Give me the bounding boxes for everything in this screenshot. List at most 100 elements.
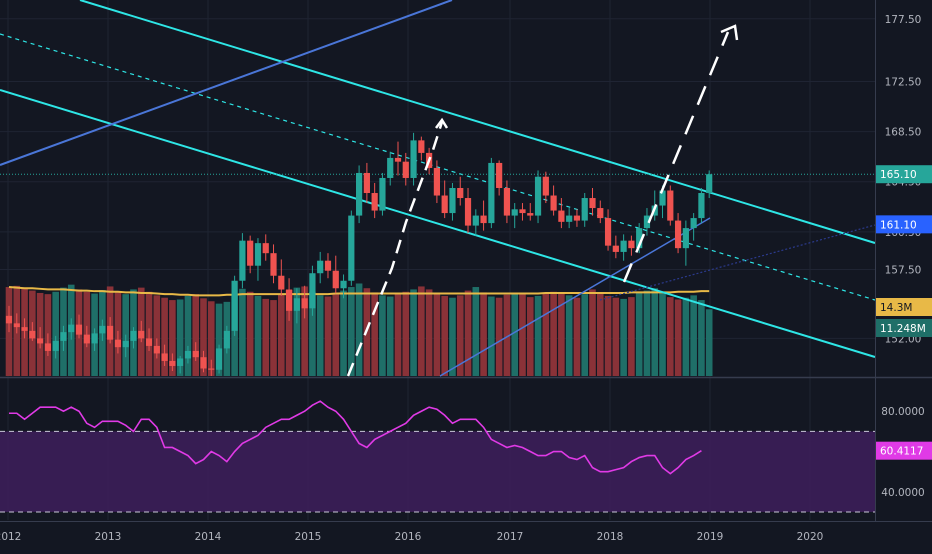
candle-body [418,140,425,153]
candle-body [223,330,230,349]
volume-bar [464,290,472,376]
candle-body [262,243,269,254]
volume-bar [410,289,417,376]
volume-bar [534,295,542,376]
volume-bar [456,295,464,376]
volume-bar [246,291,254,376]
volume-bar [207,301,215,376]
volume-bar [153,295,161,376]
volume-bar [293,287,301,376]
candle-body [153,345,160,354]
candle-body [643,215,651,229]
projection-leg-2 [622,31,730,283]
candle-body [114,339,122,348]
volume-bar [285,290,293,376]
volume-bar [682,297,690,376]
volume-bar [355,283,363,376]
candle-body [317,260,324,274]
volume-bar [495,297,503,376]
ma-badge-bg [876,215,932,234]
volume-bar [589,289,596,376]
candle-body [682,228,689,249]
volume-bar [565,295,573,376]
year-tick-label: 2014 [195,531,222,543]
volume-bar [526,297,534,376]
volume-bar [433,292,441,376]
channel-lower [0,89,876,358]
volume-bar [596,292,604,376]
candle-body [356,172,363,216]
candle-body [589,198,596,209]
volume-bar [441,295,448,376]
volume-bar [550,291,557,376]
candle-body [410,140,417,178]
candle-body [636,228,643,249]
year-tick-label: 2018 [597,531,624,543]
volume-bar [169,300,176,376]
candle-body [161,353,168,361]
volume-ma-path [8,286,710,297]
volume-bar [332,294,340,376]
candle-body [433,167,440,196]
last-price-badge: 165.10 [880,169,917,181]
axis-labels: 177.50172.50168.50164.50160.50157.50152.… [0,14,932,543]
candle-body [340,280,347,289]
volume-ma-badge: 14.3M [880,302,912,314]
volume-bar [542,293,550,376]
volume-bar [690,295,697,376]
candle-body [254,243,262,266]
candle-body [659,190,666,206]
candle-body [270,253,277,276]
volume-ma-line [8,286,710,297]
candle-body [402,161,409,178]
candle-body [511,209,518,216]
candle-body [99,325,106,334]
volume-bar [659,292,666,376]
volume-ma-badge-bg [876,298,932,316]
volume-bar [511,292,518,376]
candle-body [138,330,145,339]
candle-body [332,270,339,289]
volume-bar [519,294,526,376]
candle-body [612,245,619,252]
candle-body [309,273,316,309]
candle-body [301,298,308,309]
candle-body [68,324,75,333]
candle-body [169,360,176,366]
candle-body [122,340,129,348]
volume-bar [503,294,511,376]
candle-body [674,220,682,249]
volume-bar [192,294,200,376]
candle-body [348,215,355,281]
candle-body [324,260,332,271]
candle-body [620,240,627,252]
candle-body [527,213,534,216]
candle-body [52,340,59,351]
candle-body [604,218,612,246]
volume-bar [472,287,480,376]
volume-bar [316,295,324,376]
volume-bar [270,300,277,376]
volume-bar [324,296,332,376]
volume-bar [674,299,682,376]
volume-bar [161,297,168,376]
volume-bar [340,290,347,376]
candle-body [449,188,456,214]
candle-body [558,210,565,222]
candle-body [496,162,503,188]
candle-body [145,338,153,346]
rsi-line [9,400,702,475]
volume-bar [418,286,425,376]
candle-body [628,240,635,249]
price-tick-label: 168.50 [885,127,922,139]
candle-body [37,338,44,344]
volume-bar [386,296,394,376]
candle-body [519,209,526,214]
volume-bar [573,297,581,376]
candle-body [706,174,713,194]
rsi-badge: 60.4117 [880,446,923,458]
candle-body [278,275,285,290]
candle-body [698,193,705,219]
